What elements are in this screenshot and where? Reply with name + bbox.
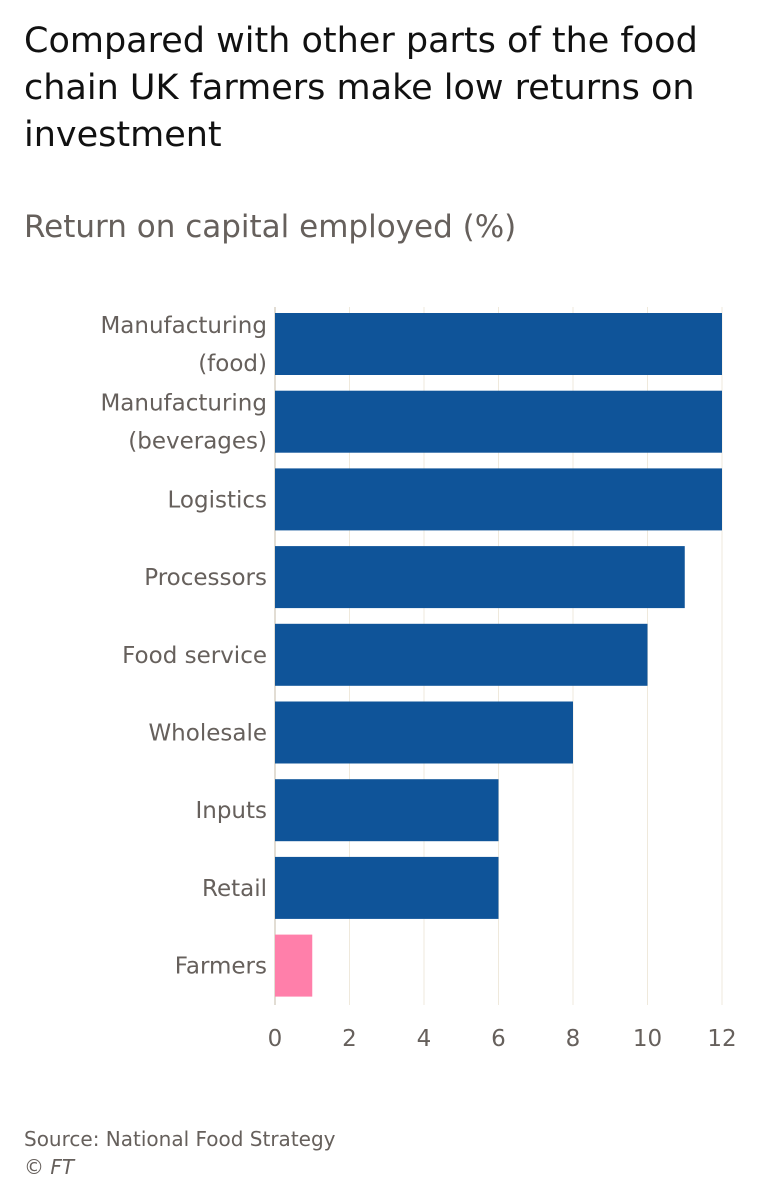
category-label: Food service [122, 643, 267, 669]
bar [275, 313, 722, 375]
x-tick-label: 12 [707, 1026, 736, 1052]
bar [275, 546, 685, 609]
category-label: Farmers [175, 954, 267, 980]
bar [275, 390, 722, 453]
bar [275, 623, 648, 686]
x-tick-label: 0 [268, 1026, 283, 1052]
bar [275, 934, 313, 997]
category-label: Logistics [168, 487, 268, 513]
category-labels: Manufacturing (food) Manufacturing (beverag… [100, 313, 267, 980]
category-label: Manufacturing (beverages) [100, 391, 267, 455]
chart-title: Compared with other parts of the food ch… [24, 21, 698, 155]
x-tick-label: 10 [633, 1026, 662, 1052]
bars [275, 313, 722, 997]
category-label: Retail [202, 876, 267, 902]
bar-chart: Manufacturing (food) Manufacturing (beverag… [100, 307, 737, 1052]
category-label: Manufacturing (food) [100, 313, 267, 377]
chart-subtitle: Return on capital employed (%) [24, 209, 517, 245]
bar [275, 468, 722, 531]
x-tick-label: 6 [491, 1026, 506, 1052]
source-note: Source: National Food Strategy [24, 1127, 336, 1151]
category-label: Processors [144, 565, 267, 591]
bar [275, 779, 499, 842]
x-axis-tick-labels: 0 2 4 6 8 10 12 [268, 1026, 737, 1052]
bar [275, 856, 499, 919]
bar [275, 701, 573, 764]
category-label: Inputs [195, 798, 267, 824]
x-tick-label: 4 [417, 1026, 432, 1052]
category-label: Wholesale [148, 721, 267, 747]
x-tick-label: 8 [566, 1026, 581, 1052]
credit-note: © FT [24, 1155, 75, 1179]
x-tick-label: 2 [342, 1026, 357, 1052]
